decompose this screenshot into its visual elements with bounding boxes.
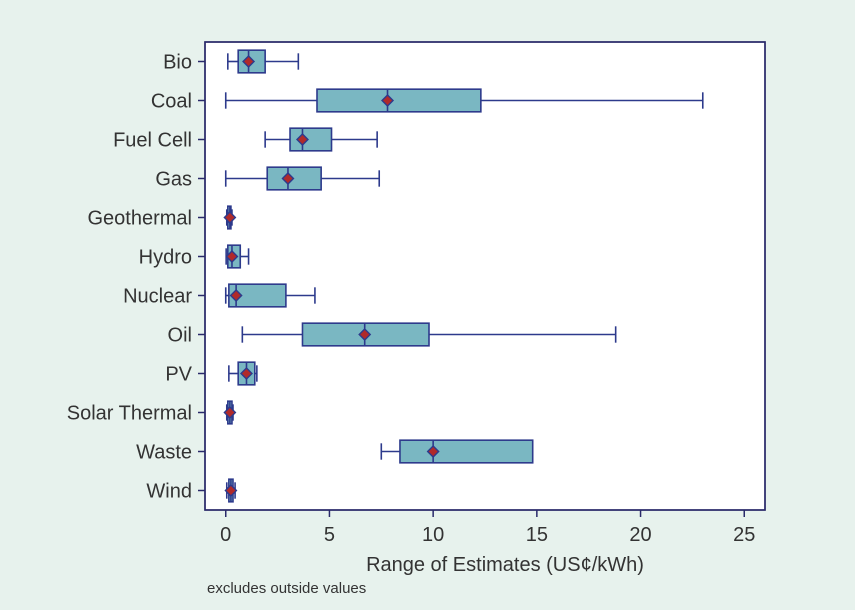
svg-text:Gas: Gas: [155, 169, 192, 191]
page-root: 0 5 10 15 20 25 Range of Estimates (US¢/kWh) Bi…: [0, 0, 855, 610]
svg-text:Wind: Wind: [146, 481, 192, 503]
svg-text:Solar Thermal: Solar Thermal: [67, 403, 192, 425]
svg-text:PV: PV: [165, 364, 192, 386]
svg-text:25: 25: [733, 524, 755, 546]
svg-text:Waste: Waste: [136, 442, 192, 464]
chart-footnote: excludes outside values: [207, 580, 366, 597]
svg-text:0: 0: [220, 524, 231, 546]
svg-text:Bio: Bio: [163, 52, 192, 74]
boxplot-chart: 0 5 10 15 20 25 Range of Estimates (US¢/kWh) Bi…: [0, 0, 855, 610]
svg-text:5: 5: [324, 524, 335, 546]
svg-text:10: 10: [422, 524, 444, 546]
svg-text:Geothermal: Geothermal: [88, 208, 193, 230]
svg-text:Nuclear: Nuclear: [123, 286, 192, 308]
svg-text:15: 15: [526, 524, 548, 546]
svg-text:Hydro: Hydro: [139, 247, 192, 269]
svg-text:20: 20: [629, 524, 651, 546]
svg-text:Oil: Oil: [168, 325, 192, 347]
svg-text:Fuel Cell: Fuel Cell: [113, 130, 192, 152]
svg-text:Range of Estimates (US¢/kWh): Range of Estimates (US¢/kWh): [366, 554, 644, 576]
svg-text:Coal: Coal: [151, 91, 192, 113]
